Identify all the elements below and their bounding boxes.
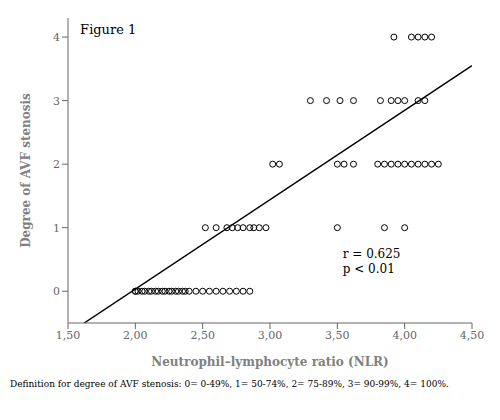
svg-text:Degree of AVF stenosis: Degree of AVF stenosis [19,93,33,248]
html-text:Figure 1: Figure 1 [80,22,137,37]
svg-text:2: 2 [53,158,60,171]
svg-text:3: 3 [53,95,60,108]
svg-text:4: 4 [53,31,60,44]
svg-text:1: 1 [53,222,60,235]
svg-text:4,50: 4,50 [460,329,485,342]
svg-text:3,00: 3,00 [258,329,283,342]
svg-text:1,50: 1,50 [56,329,81,342]
html-text:p < 0.01: p < 0.01 [342,262,395,277]
html-text:r = 0.625: r = 0.625 [342,247,401,262]
svg-text:2,50: 2,50 [190,329,215,342]
svg-text:0: 0 [53,285,60,298]
html-text:Definition for degree of AVF s: Definition for degree of AVF stenosis: 0… [10,379,449,389]
svg-text:4,00: 4,00 [392,329,417,342]
svg-text:2,00: 2,00 [123,329,148,342]
svg-text:3,50: 3,50 [325,329,350,342]
svg-text:Neutrophil–lymphocyte ratio (N: Neutrophil–lymphocyte ratio (NLR) [151,355,389,369]
